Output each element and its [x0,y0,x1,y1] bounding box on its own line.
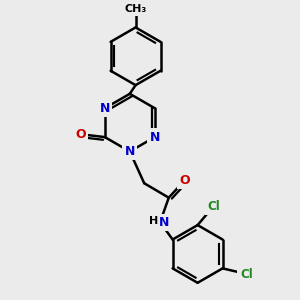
Text: N: N [100,102,110,115]
Text: N: N [150,130,160,144]
Text: N: N [124,145,135,158]
Text: H: H [149,216,158,226]
Text: N: N [159,216,170,229]
Text: O: O [75,128,86,141]
Text: Cl: Cl [241,268,254,281]
Text: Cl: Cl [207,200,220,213]
Text: O: O [179,174,190,187]
Text: CH₃: CH₃ [124,4,147,14]
